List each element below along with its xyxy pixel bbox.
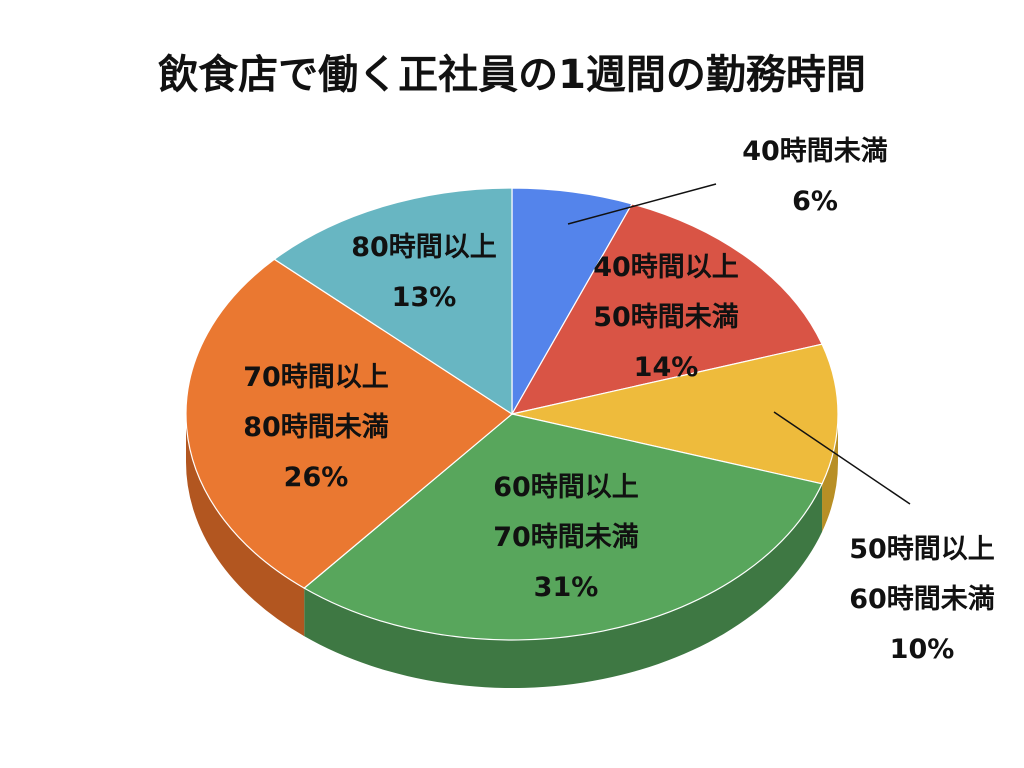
- slice-category-label-2-0: 50時間以上: [849, 534, 995, 565]
- pie-slice-4: [185, 258, 514, 589]
- slice-percent-label-3: 31%: [534, 572, 599, 603]
- pie-side-3: [304, 483, 823, 688]
- chart-title: 飲食店で働く正社員の1週間の勤務時間: [158, 52, 866, 98]
- slice-labels: 40時間未満 6% 40時間以上 50時間未満 14% 50時間以上 60時間未満 10% 60…: [243, 136, 995, 665]
- pie-slice-2: [511, 343, 839, 485]
- leader-lines: [567, 183, 911, 505]
- slice-percent-label-0: 6%: [792, 186, 838, 217]
- pie-slice-5: [273, 187, 513, 416]
- pie-slices: [185, 187, 839, 641]
- slice-percent-label-5: 13%: [392, 282, 457, 313]
- slice-category-label-1-0: 40時間以上: [593, 252, 739, 283]
- slice-category-label-1-1: 50時間未満: [593, 302, 739, 333]
- pie-side-walls: [186, 414, 838, 688]
- leader-line-0: [567, 183, 717, 225]
- pie-side-2: [822, 414, 838, 532]
- pie-slice-3: [303, 413, 823, 641]
- slice-percent-label-4: 26%: [284, 462, 349, 493]
- slice-percent-label-2: 10%: [890, 634, 955, 665]
- leader-line-2: [773, 411, 911, 505]
- slice-category-label-3-1: 70時間未満: [493, 522, 639, 553]
- slice-category-label-5-0: 80時間以上: [351, 232, 497, 263]
- slice-category-label-4-0: 70時間以上: [243, 362, 389, 393]
- slice-category-label-0-0: 40時間未満: [742, 136, 888, 167]
- slice-category-label-3-0: 60時間以上: [493, 472, 639, 503]
- slice-category-label-2-1: 60時間未満: [849, 584, 995, 615]
- pie-slice-0: [511, 187, 633, 417]
- slice-category-label-4-1: 80時間未満: [243, 412, 389, 443]
- slice-percent-label-1: 14%: [634, 352, 699, 383]
- pie-side-4: [186, 414, 305, 637]
